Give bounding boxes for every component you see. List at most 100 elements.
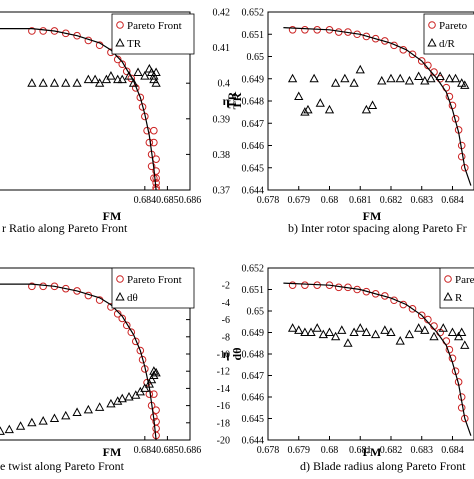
x-tick-label: 0.678 <box>257 445 280 456</box>
triangle-point <box>83 74 93 84</box>
chart-panel-d: 0.678 0.679 0.68 0.681 0.682 0.683 0.684 FM 0.65… <box>223 264 474 473</box>
triangle-point <box>38 78 48 87</box>
pareto-point <box>417 311 426 320</box>
x-tick-label: 0.682 <box>380 445 403 456</box>
pareto-point <box>408 50 417 59</box>
triangle-point <box>414 71 424 81</box>
triangle-point <box>106 398 116 408</box>
y-tick-label: 0.648 <box>242 350 265 361</box>
triangle-point <box>72 78 82 87</box>
legend-box <box>439 267 474 309</box>
legend-circle-marker <box>444 275 452 283</box>
triangle-point <box>83 404 93 414</box>
triangle-point <box>453 331 464 341</box>
legend-triangle-marker <box>115 37 125 47</box>
legend-label: R <box>455 292 463 304</box>
pareto-point <box>301 281 309 290</box>
y-right-axis-label: dθ <box>230 348 244 361</box>
x-tick-label: 0.681 <box>349 195 372 206</box>
legend-label: dθ <box>127 292 138 304</box>
pareto-point <box>150 138 158 147</box>
panel-caption: e twist along Pareto Front <box>0 459 125 473</box>
pareto-point <box>118 60 127 69</box>
triangle-point <box>306 327 316 336</box>
pareto-point <box>73 287 81 295</box>
pareto-point <box>39 282 47 291</box>
triangle-point <box>61 410 71 420</box>
x-tick-label: 0.68 <box>321 195 339 206</box>
triangle-point <box>460 80 470 89</box>
y-tick-label: 0.648 <box>242 97 265 108</box>
y-right-tick-label: -2 <box>222 281 230 292</box>
pareto-point <box>288 26 297 34</box>
triangle-point <box>151 67 161 77</box>
pareto-point <box>61 29 70 38</box>
triangle-point <box>380 325 390 334</box>
pareto-point <box>371 34 380 43</box>
triangle-point <box>349 327 359 336</box>
fit-curve <box>0 283 157 440</box>
triangle-point <box>146 374 157 384</box>
triangle-point <box>343 338 353 347</box>
pareto-point <box>131 84 140 92</box>
y-tick-label: 0.652 <box>242 8 265 19</box>
panel-caption: d) Blade radius along Pareto Front <box>300 459 466 473</box>
y-right-tick-label: -18 <box>217 418 230 429</box>
y-right-tick-label: 0.39 <box>213 114 231 125</box>
y-right-tick-label: 0.42 <box>213 8 231 19</box>
chart-panel-a: 0.684 0.685 0.686 FM 0.42 0.41 0.4 0.39 0.38 0.37… <box>0 8 244 235</box>
x-tick-label: 0.684 <box>134 195 157 206</box>
triangle-point <box>429 331 439 341</box>
x-tick-label: 0.684 <box>134 445 157 456</box>
triangle-point <box>457 327 467 336</box>
legend-label: Pareto Front <box>127 274 182 286</box>
triangle-point <box>117 393 127 403</box>
chart-panel-c: 0.684 0.685 0.686 FM -2 -4 -6 -8 -10 -12 -14 -16 -18… <box>0 267 244 473</box>
triangle-point <box>450 73 461 83</box>
pareto-point <box>417 57 426 65</box>
legend: Pareto Front dθ <box>111 267 195 309</box>
legend-circle-marker <box>428 21 436 29</box>
legend-label: d/R <box>439 38 456 50</box>
triangle-point <box>294 325 304 334</box>
pareto-point <box>152 167 160 175</box>
triangle-point <box>300 327 310 336</box>
triangle-point <box>72 407 82 416</box>
triangle-point <box>287 73 298 83</box>
plot-frame <box>0 11 191 191</box>
y-right-tick-label: -8 <box>222 332 230 343</box>
triangle-point <box>49 413 60 422</box>
legend: Pareto d/R <box>423 13 474 55</box>
triangle-point <box>287 323 298 332</box>
triangle-point <box>414 323 424 332</box>
x-tick-label: 0.68 <box>321 445 339 456</box>
panel-caption: b) Inter rotor spacing along Pareto Fr <box>288 221 467 235</box>
triangle-point <box>113 396 123 405</box>
y-right-tick-label: 0.38 <box>213 150 231 161</box>
triangle-point <box>151 367 161 377</box>
y-tick-label: 0.646 <box>242 393 265 404</box>
pareto-point <box>408 305 417 313</box>
triangle-point <box>370 329 381 339</box>
y-tick-label: 0.649 <box>242 74 265 85</box>
pareto-point <box>113 310 122 318</box>
triangle-point <box>27 417 37 427</box>
triangle-point <box>117 74 127 84</box>
y-tick-label: 0.652 <box>242 264 265 275</box>
pareto-point <box>61 284 70 293</box>
triangle-point <box>331 78 341 87</box>
triangle-point <box>367 100 378 109</box>
y-right-tick-label: -20 <box>217 436 230 447</box>
triangle-point <box>4 424 14 434</box>
legend: Pare R <box>439 267 474 309</box>
triangle-point <box>124 391 134 401</box>
fit-curve <box>283 282 472 436</box>
x-tick-label: 0.682 <box>380 195 403 206</box>
pareto-point <box>150 390 158 398</box>
y-tick-label: 0.651 <box>242 30 265 41</box>
legend-triangle-marker <box>427 37 437 47</box>
triangle-point <box>140 71 150 80</box>
triangle-point <box>0 426 5 435</box>
y-axis-right-label-edge: TR <box>225 91 239 108</box>
triangle-point <box>420 325 430 334</box>
